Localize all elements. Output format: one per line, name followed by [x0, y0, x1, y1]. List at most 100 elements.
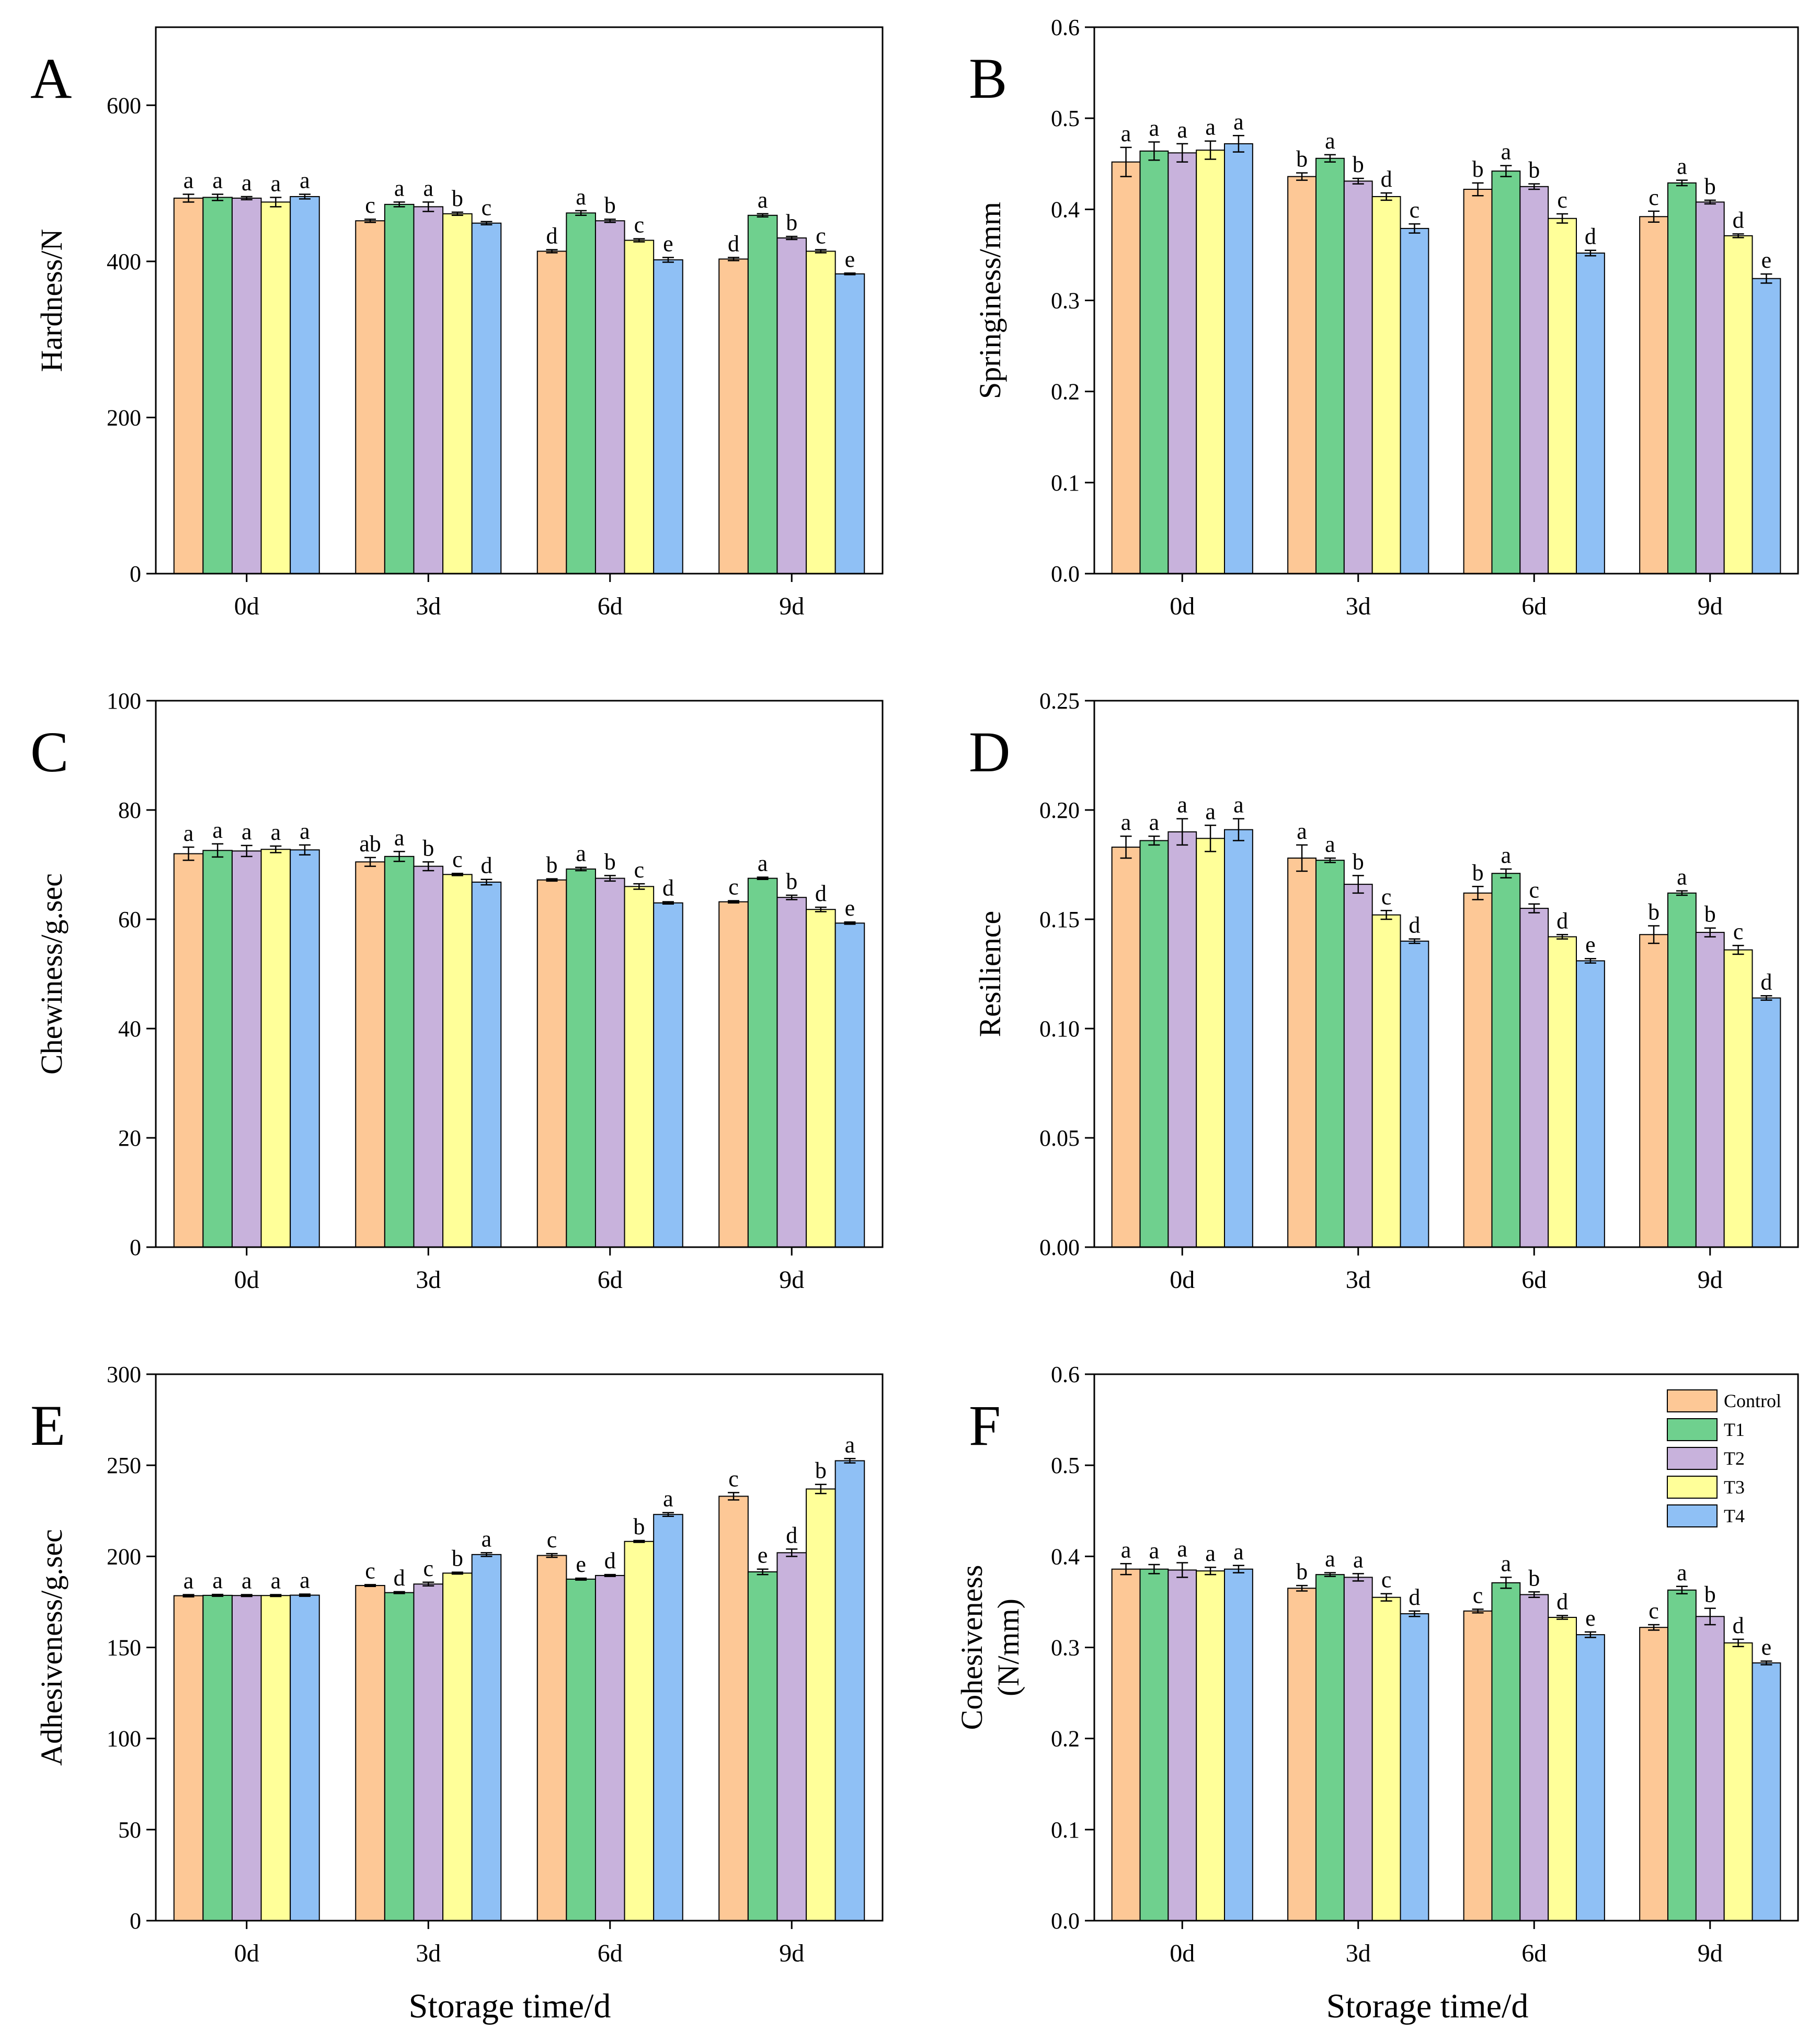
significance-letter: a	[482, 1526, 492, 1551]
significance-letter: a	[1297, 818, 1307, 844]
y-tick-label: 0.5	[1051, 1453, 1080, 1478]
significance-letter: a	[212, 167, 223, 193]
bar-b-t4-6d	[1576, 252, 1605, 574]
significance-letter: b	[422, 835, 434, 861]
bar-f-control-6d	[1463, 1610, 1493, 1921]
x-tick-label: 3d	[1346, 1939, 1371, 1967]
bar-d-t2-6d	[1519, 908, 1549, 1248]
panel-letter: E	[30, 1394, 65, 1457]
bar-c-t2-3d	[413, 865, 444, 1248]
significance-letter: a	[1677, 864, 1687, 890]
y-tick-label: 0.4	[1051, 197, 1080, 222]
bar-b-t2-9d	[1695, 201, 1725, 574]
error-bar	[1528, 1591, 1540, 1598]
bar-b-t1-9d	[1667, 182, 1697, 574]
y-tick-label: 100	[107, 688, 141, 714]
error-bar	[212, 193, 224, 201]
y-axis-title: Chewiness/g.sec	[35, 873, 68, 1075]
bar-b-t4-0d	[1224, 143, 1253, 574]
error-bar	[1704, 927, 1716, 938]
x-tick-label: 9d	[1698, 592, 1723, 620]
significance-letter: a	[1149, 1538, 1160, 1564]
error-bar	[480, 221, 493, 225]
significance-letter: a	[1121, 809, 1131, 835]
significance-letter: d	[728, 231, 739, 256]
bar-e-t1-3d	[384, 1592, 415, 1921]
error-bar	[182, 846, 194, 861]
significance-letter: b	[815, 1458, 827, 1484]
significance-letter: c	[1381, 1567, 1392, 1593]
error-bar	[393, 201, 405, 208]
error-bar	[1760, 273, 1772, 284]
bar-f-t4-0d	[1224, 1568, 1253, 1921]
error-bar	[270, 197, 282, 208]
error-bar	[480, 878, 493, 886]
significance-letter: b	[1353, 152, 1364, 177]
significance-letter: c	[452, 847, 463, 872]
bar-d-t1-0d	[1139, 840, 1169, 1248]
bar-f-control-9d	[1639, 1627, 1668, 1921]
panel-letter: F	[969, 1394, 1001, 1457]
significance-letter: a	[1501, 842, 1512, 868]
y-axis-title: (N/mm)	[991, 1599, 1025, 1696]
error-bar	[1296, 172, 1308, 181]
significance-letter: b	[452, 1546, 463, 1571]
error-bar	[1120, 146, 1132, 177]
bar-d-t4-6d	[1576, 960, 1605, 1248]
significance-letter: d	[1556, 1589, 1568, 1615]
error-bar	[1704, 1607, 1716, 1626]
y-axis-title: Hardness/N	[35, 229, 68, 372]
bar-f-control-0d	[1111, 1568, 1141, 1921]
x-tick-label: 6d	[598, 1266, 623, 1294]
error-bar	[1472, 886, 1484, 900]
significance-letter: d	[662, 875, 674, 901]
bar-a-t4-0d	[290, 196, 320, 574]
error-bar	[757, 213, 769, 218]
bar-d-control-0d	[1111, 847, 1141, 1248]
bar-c-t4-0d	[290, 849, 320, 1248]
error-bar	[1760, 1660, 1772, 1665]
bar-d-t2-3d	[1343, 884, 1373, 1248]
bar-b-t2-3d	[1343, 180, 1373, 574]
y-axis-title: Cohesiveness	[955, 1565, 989, 1730]
x-tick-label: 9d	[1698, 1266, 1723, 1294]
error-bar	[728, 257, 740, 261]
y-axis-title: Adhesiveness/g.sec	[35, 1529, 68, 1766]
x-tick-label: 6d	[1521, 1939, 1547, 1967]
bar-e-t4-0d	[290, 1594, 320, 1921]
x-axis-title-right: Storage time/d	[1326, 1987, 1529, 2025]
y-tick-label: 0.3	[1051, 1635, 1080, 1661]
error-bar	[451, 872, 463, 876]
bar-a-control-6d	[536, 250, 567, 574]
error-bar	[299, 1593, 311, 1597]
significance-letter: d	[1381, 166, 1392, 192]
bar-e-control-6d	[536, 1555, 567, 1921]
significance-letter: b	[786, 210, 797, 235]
significance-letter: a	[1205, 1541, 1216, 1566]
y-tick-label: 50	[118, 1817, 141, 1843]
error-bar	[270, 1594, 282, 1598]
significance-letter: e	[845, 246, 855, 272]
significance-letter: a	[1353, 1547, 1364, 1572]
legend-label-control: Control	[1724, 1390, 1781, 1411]
significance-letter: c	[482, 195, 492, 221]
bar-f-t2-0d	[1167, 1569, 1197, 1921]
bar-a-control-3d	[355, 220, 385, 574]
x-tick-label: 0d	[234, 1266, 259, 1294]
error-bar	[451, 211, 463, 216]
significance-letter: a	[300, 167, 310, 193]
significance-letter: a	[1177, 792, 1187, 818]
error-bar	[364, 218, 376, 223]
y-axis-title: Springiness/mm	[973, 202, 1007, 399]
legend: Control T1 T2 T3 T4	[1667, 1389, 1781, 1527]
bar-c-t3-0d	[260, 849, 291, 1248]
legend-label-t3: T3	[1724, 1477, 1745, 1498]
bar-f-t4-9d	[1752, 1662, 1781, 1922]
y-tick-label: 80	[118, 797, 141, 823]
y-tick-label: 0.2	[1051, 379, 1080, 405]
y-tick-label: 400	[107, 249, 141, 275]
x-tick-label: 9d	[1698, 1939, 1723, 1967]
significance-letter: a	[1149, 115, 1160, 141]
bar-c-t1-0d	[202, 850, 233, 1248]
panel-letter: D	[969, 720, 1010, 784]
